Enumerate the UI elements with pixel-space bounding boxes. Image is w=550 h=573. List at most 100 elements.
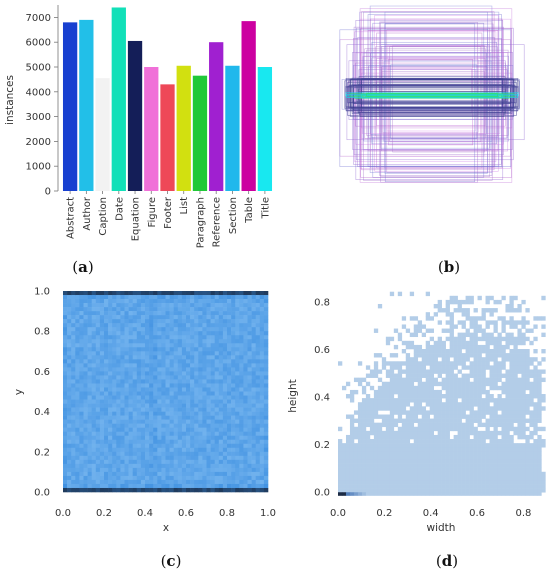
heatmap-cell xyxy=(112,331,117,336)
heatmap-cell xyxy=(181,411,187,416)
heatmap-cell xyxy=(421,459,427,464)
heatmap-cell xyxy=(529,389,534,395)
heatmap-cell xyxy=(91,303,97,308)
heatmap-cell xyxy=(541,488,546,493)
heatmap-cell xyxy=(149,463,154,469)
heatmap-cell xyxy=(501,373,506,378)
heatmap-cell xyxy=(441,479,446,485)
heatmap-cell xyxy=(243,383,248,388)
heatmap-cell xyxy=(449,447,454,452)
heatmap-cell xyxy=(429,479,434,485)
heatmap-cell xyxy=(529,361,534,366)
heatmap-cell xyxy=(251,419,256,424)
heatmap-cell xyxy=(409,418,415,423)
heatmap-cell xyxy=(116,315,121,320)
heatmap-cell xyxy=(441,467,446,473)
heatmap-cell xyxy=(493,398,498,403)
heatmap-cell xyxy=(365,410,371,415)
heatmap-cell xyxy=(63,451,68,457)
heatmap-cell xyxy=(153,391,158,396)
heatmap-cell xyxy=(509,369,514,374)
heatmap-cell xyxy=(218,451,224,457)
heatmap-cell xyxy=(341,488,347,493)
heatmap-cell xyxy=(83,411,88,416)
heatmap-cell xyxy=(473,492,478,496)
heatmap-cell xyxy=(112,423,117,428)
heatmap-cell xyxy=(361,484,367,489)
heatmap-cell xyxy=(453,373,458,378)
heatmap-cell xyxy=(198,419,203,424)
heatmap-cell xyxy=(214,471,220,477)
heatmap-cell xyxy=(128,459,133,465)
heatmap-cell xyxy=(231,299,236,304)
heatmap-cell xyxy=(517,365,522,370)
heatmap-cell xyxy=(132,451,138,457)
heatmap-cell xyxy=(181,419,187,424)
heatmap-cell xyxy=(173,379,179,384)
heatmap-cell xyxy=(157,383,162,388)
heatmap-cell xyxy=(255,479,261,485)
heatmap-cell xyxy=(116,407,121,412)
heatmap-cell xyxy=(505,385,510,391)
heatmap-cell xyxy=(177,299,183,304)
heatmap-cell xyxy=(373,479,379,485)
heatmap-cell xyxy=(341,451,347,456)
heatmap-cell xyxy=(489,357,494,362)
heatmap-cell xyxy=(533,484,538,489)
heatmap-cell xyxy=(501,349,506,354)
x-axis-label: width xyxy=(427,522,456,534)
heatmap-cell xyxy=(190,431,195,437)
heatmap-cell xyxy=(517,381,522,387)
heatmap-cell xyxy=(194,291,199,296)
heatmap-cell xyxy=(441,385,446,391)
heatmap-cell xyxy=(194,375,199,380)
heatmap-cell xyxy=(124,471,129,477)
heatmap-cell xyxy=(99,407,105,412)
heatmap-cell xyxy=(441,328,446,333)
heatmap-cell xyxy=(190,439,195,445)
heatmap-cell xyxy=(517,467,522,473)
heatmap-cell xyxy=(202,291,207,296)
heatmap-cell xyxy=(247,431,252,437)
heatmap-cell xyxy=(517,303,522,309)
heatmap-cell xyxy=(445,312,450,317)
heatmap-cell xyxy=(417,398,423,403)
heatmap-cell xyxy=(63,471,68,477)
heatmap-cell xyxy=(165,335,170,340)
heatmap-cell xyxy=(385,406,391,411)
heatmap-cell xyxy=(136,359,142,364)
heatmap-cell xyxy=(421,479,427,485)
heatmap-cell xyxy=(445,471,450,477)
heatmap-cell xyxy=(489,369,494,374)
heatmap-cell xyxy=(449,398,454,403)
y-tick-label: 0.0 xyxy=(34,488,50,499)
heatmap-cell xyxy=(521,361,526,366)
heatmap-cell xyxy=(128,463,133,469)
heatmap-cell xyxy=(165,375,170,380)
heatmap-cell xyxy=(247,463,252,469)
heatmap-cell xyxy=(409,488,415,493)
heatmap-cell xyxy=(91,411,97,416)
heatmap-cell xyxy=(173,399,179,404)
heatmap-cell xyxy=(116,459,121,465)
heatmap-cell xyxy=(95,403,101,408)
heatmap-cell xyxy=(190,427,195,432)
heatmap-cell xyxy=(429,492,434,496)
heatmap-cell xyxy=(255,447,261,453)
heatmap-cell xyxy=(501,402,506,407)
heatmap-cell xyxy=(108,435,113,441)
heatmap-cell xyxy=(132,387,138,392)
heatmap-cell xyxy=(437,336,442,342)
heatmap-cell xyxy=(445,418,450,423)
x-tick-label: Paragraph xyxy=(195,197,206,248)
heatmap-cell xyxy=(505,443,510,448)
heatmap-cell xyxy=(341,479,347,485)
heatmap-cell xyxy=(497,394,502,399)
heatmap-cell xyxy=(441,410,446,415)
heatmap-cell xyxy=(465,418,470,423)
heatmap-cell xyxy=(140,443,146,449)
heatmap-cell xyxy=(251,471,256,477)
heatmap-cell xyxy=(465,447,470,452)
heatmap-cell xyxy=(112,459,117,465)
heatmap-cell xyxy=(417,463,423,468)
